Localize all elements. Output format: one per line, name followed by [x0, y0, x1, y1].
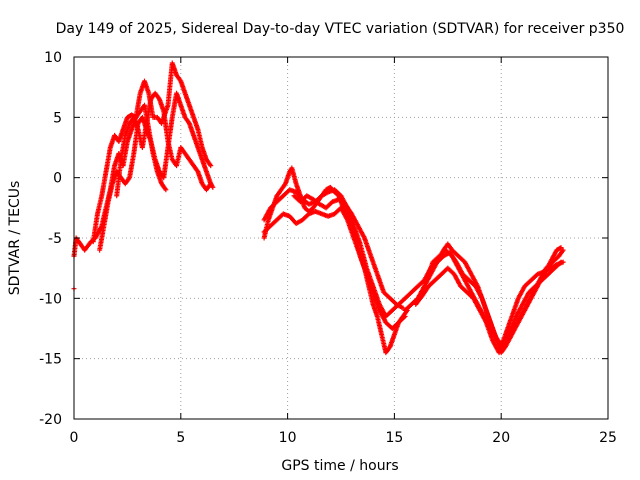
x-tick-label: 20: [492, 430, 510, 446]
x-tick-label: 0: [70, 430, 79, 446]
data-series: [423, 247, 564, 347]
data-series: [71, 102, 169, 259]
x-tick-label: 15: [385, 430, 403, 446]
x-axis-ticks: 0 5 10 15 20 25: [70, 57, 617, 446]
data-point-marker: [558, 259, 564, 265]
y-tick-label: -10: [39, 291, 62, 307]
y-tick-label: 0: [53, 171, 62, 187]
data-series: [402, 247, 566, 350]
y-tick-label: -5: [48, 231, 62, 247]
x-tick-label: 25: [599, 430, 617, 446]
x-tick-label: 10: [279, 430, 297, 446]
data-points: [71, 60, 566, 356]
y-tick-label: 5: [53, 110, 62, 126]
y-axis-label: SDTVAR / TECUs: [7, 181, 23, 296]
data-point-marker: [208, 181, 214, 187]
y-axis-ticks: -20 -15 -10 -5 0 5 10: [39, 50, 608, 428]
data-point-marker: [210, 184, 216, 190]
data-series: [261, 187, 408, 319]
y-tick-label: 10: [44, 50, 62, 66]
x-tick-label: 5: [176, 430, 185, 446]
data-series: [114, 90, 214, 199]
data-series: [261, 205, 408, 331]
y-tick-label: -15: [39, 352, 62, 368]
data-point-marker: [560, 247, 566, 253]
y-tick-label: -20: [39, 412, 62, 428]
x-axis-label: GPS time / hours: [281, 458, 398, 474]
data-point-marker: [402, 313, 408, 319]
chart-title: Day 149 of 2025, Sidereal Day-to-day VTE…: [56, 21, 625, 37]
data-point-marker: [163, 187, 169, 193]
data-series: [413, 259, 566, 356]
data-point-marker: [208, 163, 214, 169]
data-series: [291, 193, 406, 311]
